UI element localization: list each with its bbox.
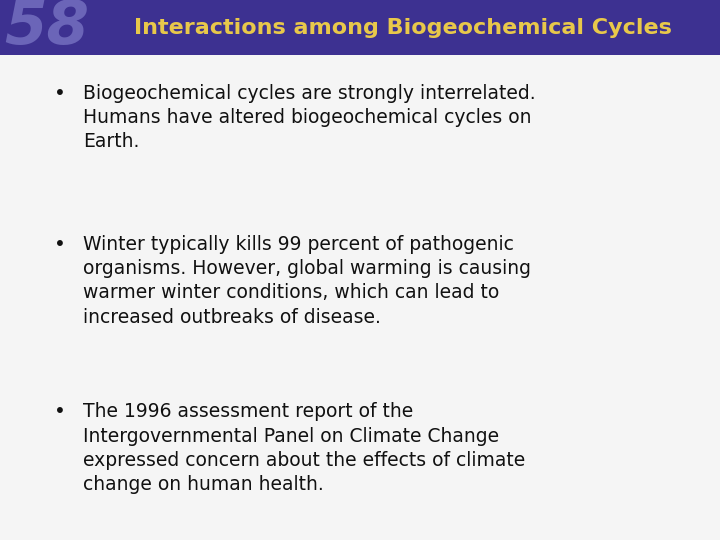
Text: •: • xyxy=(54,402,66,421)
Bar xyxy=(0,0,720,55)
Text: •: • xyxy=(54,235,66,254)
Text: •: • xyxy=(54,84,66,103)
Text: Winter typically kills 99 percent of pathogenic
organisms. However, global warmi: Winter typically kills 99 percent of pat… xyxy=(83,235,531,327)
Text: 58: 58 xyxy=(4,0,89,57)
Text: Interactions among Biogeochemical Cycles: Interactions among Biogeochemical Cycles xyxy=(134,17,672,37)
Text: Biogeochemical cycles are strongly interrelated.
Humans have altered biogeochemi: Biogeochemical cycles are strongly inter… xyxy=(83,84,536,151)
Text: The 1996 assessment report of the
Intergovernmental Panel on Climate Change
expr: The 1996 assessment report of the Interg… xyxy=(83,402,525,494)
Bar xyxy=(0,55,720,540)
